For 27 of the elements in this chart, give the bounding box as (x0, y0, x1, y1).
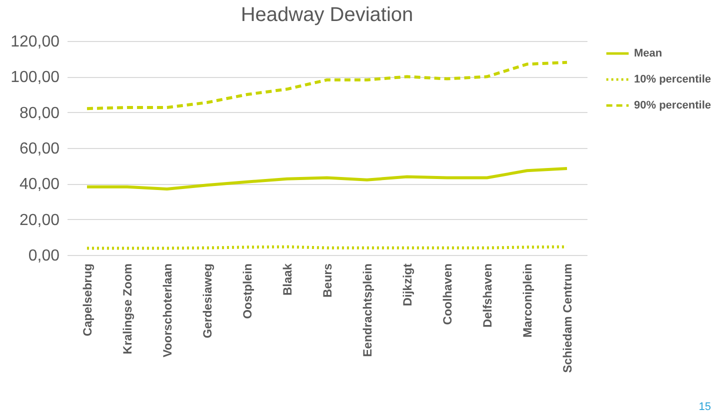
legend-label: Mean (634, 48, 662, 60)
text: 15 (698, 401, 711, 413)
x-tick-label: Schiedam Centrum (560, 264, 574, 373)
y-tick-label: 120,00 (10, 34, 60, 50)
x-tick-label: Capelsebrug (80, 264, 94, 336)
y-tick-label: 60,00 (19, 140, 60, 158)
y-tick-label: 100,00 (10, 69, 60, 86)
x-tick-label: Coolhaven (440, 264, 454, 325)
x-tick-label: Marconiplein (520, 264, 534, 338)
y-tick-label: 20,00 (19, 212, 60, 229)
x-tick-label: Kralingse Zoom (120, 264, 134, 354)
x-tick-label: Oostplein (240, 264, 254, 319)
x-tick-label: Dijkzigt (400, 264, 414, 306)
chart-title: Headway Deviation (240, 4, 414, 26)
line-series (86, 60, 568, 110)
x-tick-label: Blaak (280, 263, 294, 296)
y-tick-label: 80,00 (19, 104, 60, 122)
x-tick-label: Gerdesiaweg (200, 264, 214, 338)
y-tick-label: 0,00 (28, 248, 60, 264)
x-tick-label: Beurs (320, 263, 334, 298)
x-tick-label: Voorschoterlaan (160, 264, 174, 358)
x-tick-label: Delfshaven (480, 264, 494, 328)
y-tick-label: 40,00 (19, 176, 60, 194)
legend-label: 90% percentile (634, 100, 712, 112)
legend-label: 10% percentile (634, 74, 712, 86)
x-tick-label: Eendrachtsplein (360, 264, 374, 357)
line-series (86, 167, 568, 191)
